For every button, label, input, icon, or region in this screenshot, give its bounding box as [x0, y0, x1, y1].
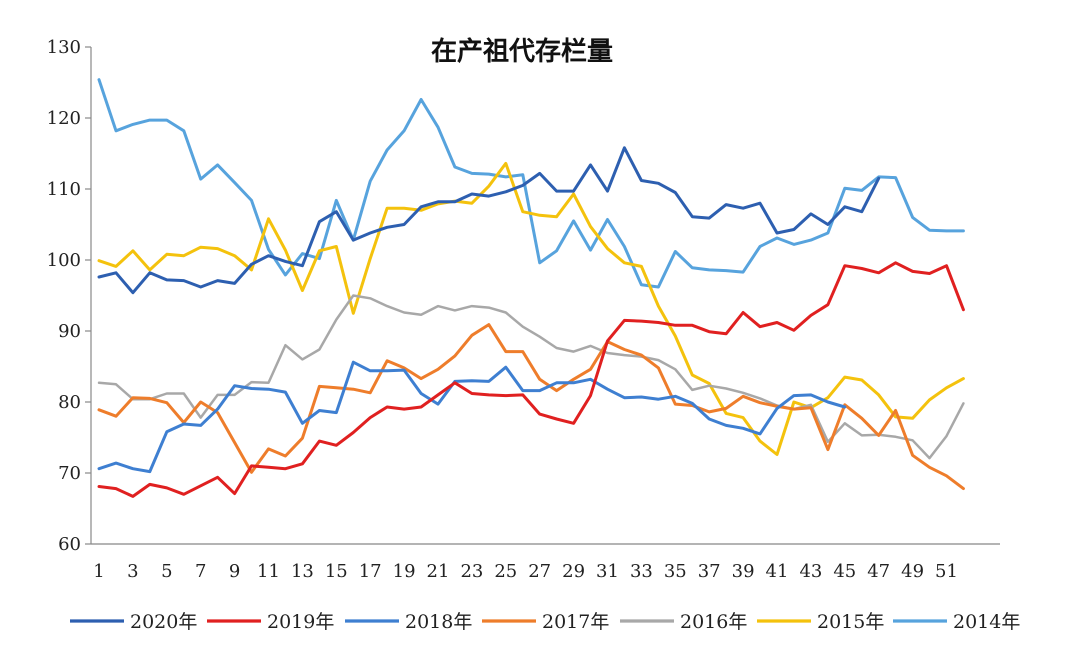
series-line-2014年	[97, 78, 965, 289]
x-tick-label: 35	[664, 561, 687, 582]
x-tick-label: 19	[393, 561, 416, 582]
series-layer	[97, 78, 965, 498]
legend-item: 2014年	[893, 611, 1020, 633]
y-tick-label: 80	[58, 392, 81, 413]
legend-label: 2018年	[405, 611, 472, 633]
y-tick-label: 60	[58, 534, 81, 555]
legend-item: 2019年	[207, 611, 334, 633]
x-tick-label: 47	[867, 561, 890, 582]
series-line-2015年	[97, 161, 965, 456]
x-tick-label: 13	[291, 561, 314, 582]
x-tick-label: 27	[528, 561, 551, 582]
y-tick-label: 120	[47, 108, 81, 129]
x-tick-label: 41	[766, 561, 789, 582]
legend-item: 2017年	[482, 611, 609, 633]
legend-item: 2015年	[757, 611, 884, 633]
y-axis-ticks: 60 70 80 90 100 110 120 130	[47, 37, 91, 555]
series-line-2019年	[97, 261, 965, 498]
chart-title: 在产祖代存栏量	[431, 37, 613, 67]
series-line-2020年	[97, 146, 881, 295]
x-tick-label: 39	[732, 561, 755, 582]
x-tick-label: 29	[562, 561, 585, 582]
x-tick-label: 1	[93, 561, 104, 582]
legend-label: 2019年	[267, 611, 334, 633]
y-tick-label: 70	[58, 463, 81, 484]
x-tick-label: 45	[833, 561, 856, 582]
x-tick-label: 23	[460, 561, 483, 582]
x-tick-label: 15	[325, 561, 348, 582]
legend-item: 2016年	[620, 611, 747, 633]
legend-label: 2015年	[817, 611, 884, 633]
x-tick-label: 25	[494, 561, 517, 582]
y-tick-label: 90	[58, 321, 81, 342]
x-tick-label: 5	[161, 561, 172, 582]
x-tick-label: 21	[427, 561, 450, 582]
x-axis-ticks: 1 3 5 7 9 11 13 15 17 19 21 23 25 27 29 31 33 35 37 39 41 43 4…	[93, 561, 958, 582]
legend-item: 2018年	[345, 611, 472, 633]
x-tick-label: 49	[901, 561, 924, 582]
series-line-2017年	[97, 323, 965, 491]
x-tick-label: 9	[229, 561, 240, 582]
legend-label: 2016年	[680, 611, 747, 633]
legend-label: 2020年	[130, 611, 197, 633]
legend-label: 2014年	[953, 611, 1020, 633]
y-tick-label: 130	[47, 37, 81, 58]
x-tick-label: 7	[195, 561, 206, 582]
legend-label: 2017年	[542, 611, 609, 633]
x-tick-label: 17	[359, 561, 382, 582]
legend-item: 2020年	[70, 611, 197, 633]
x-tick-label: 37	[698, 561, 721, 582]
x-tick-label: 33	[630, 561, 653, 582]
legend: 2020年 2019年 2018年 2017年 2016年 2015年 2014年	[70, 611, 1020, 633]
series-line-2018年	[97, 360, 847, 474]
x-tick-label: 31	[596, 561, 619, 582]
x-tick-label: 51	[935, 561, 958, 582]
x-tick-label: 43	[799, 561, 822, 582]
x-tick-label: 11	[257, 561, 280, 582]
x-tick-label: 3	[127, 561, 138, 582]
y-tick-label: 110	[47, 179, 81, 200]
y-tick-label: 100	[47, 250, 81, 271]
